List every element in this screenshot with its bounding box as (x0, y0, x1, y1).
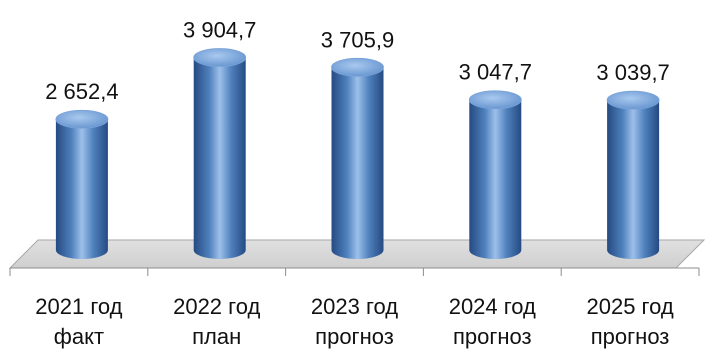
x-tick-label: 2023 год прогноз (311, 294, 398, 349)
bar (331, 57, 384, 259)
bar (55, 109, 109, 259)
bar-value-label: 3 039,7 (596, 60, 669, 85)
x-tick-label-line: 2021 год (35, 294, 122, 319)
bar (193, 48, 247, 259)
bar-top-cap (193, 48, 247, 67)
bar-top-cap (606, 90, 660, 110)
x-tick-label-line: план (192, 324, 241, 349)
bar-value-label: 3 047,7 (459, 60, 532, 85)
x-tick-label-line: 2023 год (311, 294, 398, 319)
bar (468, 90, 522, 259)
x-tick-label-line: 2025 год (587, 294, 674, 319)
x-tick-label-line: 2024 год (449, 294, 536, 319)
bar-value-label: 2 652,4 (45, 79, 118, 104)
bar-top-cap (331, 57, 384, 77)
x-tick-label-line: прогноз (453, 324, 532, 349)
x-tick-label-line: факт (54, 324, 104, 349)
x-tick-label-line: прогноз (591, 324, 670, 349)
x-tick-label: 2024 год прогноз (449, 294, 536, 349)
x-tick-label: 2025 год прогноз (587, 294, 674, 349)
bar-value-label: 3 904,7 (183, 17, 256, 42)
x-tick-label: 2021 год факт (35, 294, 122, 349)
x-tick-label-line: 2022 год (173, 294, 260, 319)
bar-body (607, 100, 660, 260)
bar-body (469, 99, 522, 259)
bar-body (55, 119, 108, 259)
bar-body (193, 57, 246, 259)
bar-value-label: 3 705,9 (321, 27, 394, 52)
x-tick-label: 2022 год план (173, 294, 260, 349)
bar-body (331, 67, 384, 259)
bar-top-cap (55, 109, 109, 129)
x-tick-label-line: прогноз (315, 324, 394, 349)
bar (606, 90, 660, 260)
bar-top-cap (468, 90, 522, 110)
